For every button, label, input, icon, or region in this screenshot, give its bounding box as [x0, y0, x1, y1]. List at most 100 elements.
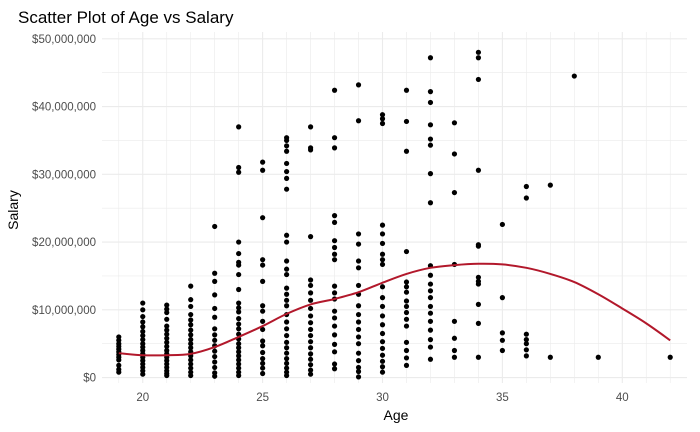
data-point — [355, 319, 362, 325]
data-point — [355, 231, 362, 237]
data-points — [116, 49, 673, 380]
data-point — [236, 353, 242, 359]
data-point — [427, 281, 434, 287]
data-point — [260, 326, 266, 333]
data-point — [236, 326, 242, 332]
data-point — [140, 332, 146, 339]
data-point — [140, 324, 146, 330]
data-point — [379, 120, 386, 127]
data-point — [212, 278, 218, 284]
data-point — [140, 319, 146, 325]
data-point — [307, 124, 314, 130]
data-point — [403, 316, 410, 322]
data-point — [284, 137, 290, 144]
x-axis-ticks: 20 25 30 35 40 — [136, 392, 628, 404]
data-point — [595, 354, 601, 360]
data-point — [236, 286, 242, 293]
x-tick-label: 35 — [496, 392, 509, 404]
data-point — [403, 339, 410, 345]
data-point — [427, 327, 434, 333]
data-point — [140, 300, 146, 306]
data-point — [188, 283, 194, 289]
data-point — [379, 116, 386, 122]
data-point — [284, 186, 290, 192]
data-point — [164, 316, 170, 322]
data-point — [355, 350, 362, 356]
data-point — [427, 310, 434, 316]
data-point — [355, 326, 362, 333]
data-point — [188, 357, 194, 363]
data-point — [236, 365, 242, 371]
data-point — [307, 297, 314, 303]
data-point — [355, 241, 362, 247]
major-gridlines — [102, 32, 687, 383]
data-point — [236, 271, 242, 278]
data-point — [236, 357, 242, 363]
data-point — [331, 219, 338, 226]
data-point — [379, 112, 386, 118]
data-point — [379, 330, 386, 337]
data-point — [427, 356, 434, 362]
data-point — [403, 148, 410, 154]
data-point — [403, 298, 410, 304]
y-tick-label: $10,000,000 — [32, 305, 96, 317]
data-point — [355, 282, 362, 289]
data-point — [212, 305, 218, 312]
data-point — [523, 341, 529, 347]
data-point — [379, 261, 386, 268]
data-point — [475, 55, 482, 61]
data-point — [236, 349, 242, 355]
data-point — [451, 318, 458, 324]
data-point — [427, 295, 434, 301]
data-point — [284, 339, 290, 345]
data-point — [212, 359, 218, 365]
data-point — [284, 365, 290, 371]
data-point — [236, 239, 242, 245]
data-point — [331, 238, 338, 244]
data-point — [355, 82, 362, 88]
data-point — [403, 279, 410, 285]
data-point — [331, 87, 338, 93]
data-point — [236, 262, 242, 268]
data-point — [164, 323, 170, 329]
data-point — [236, 250, 242, 257]
data-point — [403, 303, 410, 310]
data-point — [499, 221, 505, 228]
data-point — [260, 257, 266, 263]
data-point — [379, 358, 386, 364]
data-point — [116, 357, 122, 363]
data-point — [427, 337, 434, 343]
data-point — [260, 365, 266, 371]
data-point — [475, 301, 482, 307]
data-point — [212, 337, 218, 343]
data-point — [188, 341, 194, 347]
data-point — [284, 239, 290, 245]
data-point — [284, 232, 290, 238]
data-point — [284, 345, 290, 351]
data-point — [260, 318, 266, 324]
data-point — [427, 89, 434, 95]
data-point — [427, 55, 434, 61]
data-point — [307, 332, 314, 339]
data-point — [379, 284, 386, 290]
y-tick-label: $20,000,000 — [32, 237, 96, 249]
data-point — [284, 303, 290, 309]
data-point — [307, 371, 314, 377]
data-point — [260, 308, 266, 314]
data-point — [331, 251, 338, 257]
data-point — [284, 297, 290, 303]
data-point — [140, 328, 146, 335]
trend-line — [118, 262, 671, 357]
data-point — [284, 326, 290, 332]
data-point — [188, 365, 194, 371]
data-point — [284, 143, 290, 149]
data-point — [307, 277, 314, 283]
data-point — [116, 369, 122, 375]
data-point — [499, 337, 505, 343]
data-point — [523, 183, 529, 190]
data-point — [188, 327, 194, 333]
data-point — [212, 348, 218, 354]
data-point — [379, 257, 386, 263]
data-point — [475, 354, 482, 360]
data-point — [188, 311, 194, 318]
